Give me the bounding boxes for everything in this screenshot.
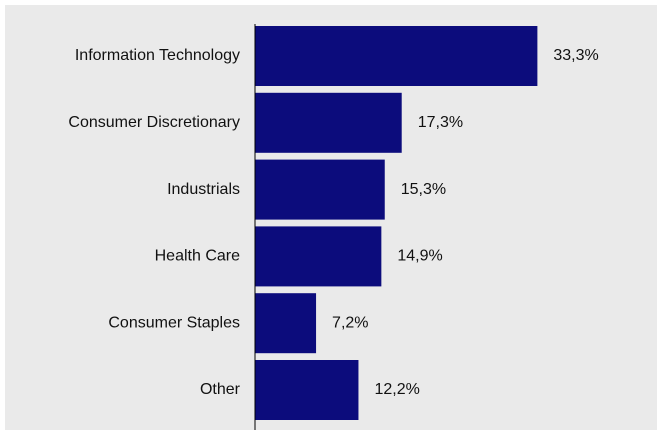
value-label-3: 14,9% bbox=[397, 248, 442, 265]
category-label-1: Consumer Discretionary bbox=[68, 114, 240, 131]
chart-area: Information Technology Consumer Discretio… bbox=[5, 5, 657, 430]
value-label-0: 33,3% bbox=[553, 47, 598, 64]
value-label-5: 12,2% bbox=[374, 381, 419, 398]
category-label-4: Consumer Staples bbox=[108, 314, 240, 331]
value-label-1: 17,3% bbox=[418, 114, 463, 131]
bar-3 bbox=[255, 226, 382, 287]
category-label-5: Other bbox=[200, 381, 241, 398]
value-labels: 33,3% 17,3% 15,3% 14,9% 7,2% 12,2% bbox=[332, 47, 599, 398]
value-label-4: 7,2% bbox=[332, 314, 368, 331]
bars-group bbox=[255, 26, 538, 420]
value-label-2: 15,3% bbox=[401, 181, 446, 198]
bar-2 bbox=[255, 159, 385, 220]
bar-chart: Information Technology Consumer Discretio… bbox=[68, 24, 599, 430]
category-label-2: Industrials bbox=[167, 181, 240, 198]
category-labels: Information Technology Consumer Discretio… bbox=[68, 47, 240, 398]
category-label-0: Information Technology bbox=[75, 47, 240, 64]
bar-0 bbox=[255, 26, 538, 86]
bar-1 bbox=[255, 92, 402, 153]
category-label-3: Health Care bbox=[155, 248, 240, 265]
bar-5 bbox=[255, 360, 359, 420]
bar-4 bbox=[255, 293, 317, 354]
